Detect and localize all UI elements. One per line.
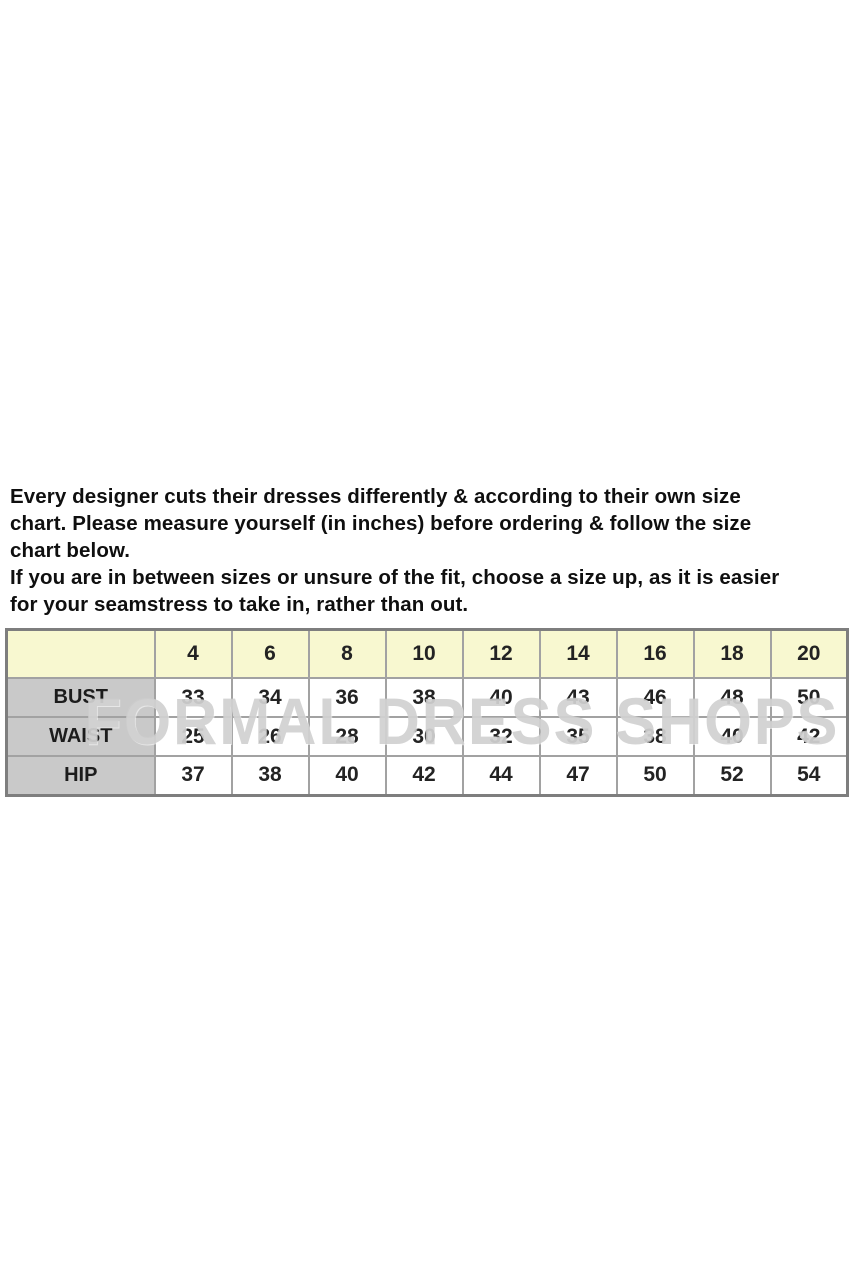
measurement-cell: 48 bbox=[692, 677, 772, 718]
intro-paragraph: Every designer cuts their dresses differ… bbox=[10, 483, 850, 618]
size-header-cell: 8 bbox=[307, 628, 387, 679]
intro-line: Every designer cuts their dresses differ… bbox=[10, 485, 741, 508]
intro-line: chart. Please measure yourself (in inche… bbox=[10, 512, 752, 535]
measurement-cell: 40 bbox=[692, 716, 772, 757]
intro-line: If you are in between sizes or unsure of… bbox=[10, 566, 780, 589]
measurement-cell: 40 bbox=[461, 677, 541, 718]
measurement-cell: 38 bbox=[230, 755, 310, 796]
row-label-waist: WAIST bbox=[5, 716, 156, 757]
measurement-cell: 26 bbox=[230, 716, 310, 757]
size-header-cell: 20 bbox=[769, 628, 849, 679]
measurement-cell: 36 bbox=[307, 677, 387, 718]
size-header-cell: 16 bbox=[615, 628, 695, 679]
intro-line: for your seamstress to take in, rather t… bbox=[10, 593, 469, 616]
size-header-cell: 14 bbox=[538, 628, 618, 679]
measurement-cell: 54 bbox=[769, 755, 849, 796]
measurement-cell: 32 bbox=[461, 716, 541, 757]
measurement-cell: 38 bbox=[384, 677, 464, 718]
size-header-cell: 18 bbox=[692, 628, 772, 679]
measurement-cell: 35 bbox=[538, 716, 618, 757]
size-chart-table: 4 6 8 10 12 14 16 18 20 BUST 33 34 36 38… bbox=[5, 628, 849, 797]
measurement-cell: 50 bbox=[615, 755, 695, 796]
size-header-cell: 6 bbox=[230, 628, 310, 679]
measurement-cell: 34 bbox=[230, 677, 310, 718]
size-header-cell: 12 bbox=[461, 628, 541, 679]
measurement-cell: 37 bbox=[153, 755, 233, 796]
measurement-cell: 47 bbox=[538, 755, 618, 796]
measurement-cell: 52 bbox=[692, 755, 772, 796]
table-row-bust: BUST 33 34 36 38 40 43 46 48 50 bbox=[5, 677, 849, 718]
measurement-cell: 50 bbox=[769, 677, 849, 718]
corner-cell bbox=[5, 628, 156, 679]
size-chart: 4 6 8 10 12 14 16 18 20 BUST 33 34 36 38… bbox=[5, 628, 849, 797]
measurement-cell: 44 bbox=[461, 755, 541, 796]
measurement-cell: 28 bbox=[307, 716, 387, 757]
size-header-cell: 4 bbox=[153, 628, 233, 679]
measurement-cell: 43 bbox=[538, 677, 618, 718]
measurement-cell: 38 bbox=[615, 716, 695, 757]
measurement-cell: 25 bbox=[153, 716, 233, 757]
measurement-cell: 42 bbox=[384, 755, 464, 796]
measurement-cell: 30 bbox=[384, 716, 464, 757]
size-header-row: 4 6 8 10 12 14 16 18 20 bbox=[5, 628, 849, 679]
measurement-cell: 40 bbox=[307, 755, 387, 796]
row-label-hip: HIP bbox=[5, 755, 156, 796]
size-header-cell: 10 bbox=[384, 628, 464, 679]
measurement-cell: 42 bbox=[769, 716, 849, 757]
measurement-cell: 46 bbox=[615, 677, 695, 718]
table-row-hip: HIP 37 38 40 42 44 47 50 52 54 bbox=[5, 755, 849, 796]
intro-line: chart below. bbox=[10, 539, 131, 562]
measurement-cell: 33 bbox=[153, 677, 233, 718]
table-row-waist: WAIST 25 26 28 30 32 35 38 40 42 bbox=[5, 716, 849, 757]
row-label-bust: BUST bbox=[5, 677, 156, 718]
